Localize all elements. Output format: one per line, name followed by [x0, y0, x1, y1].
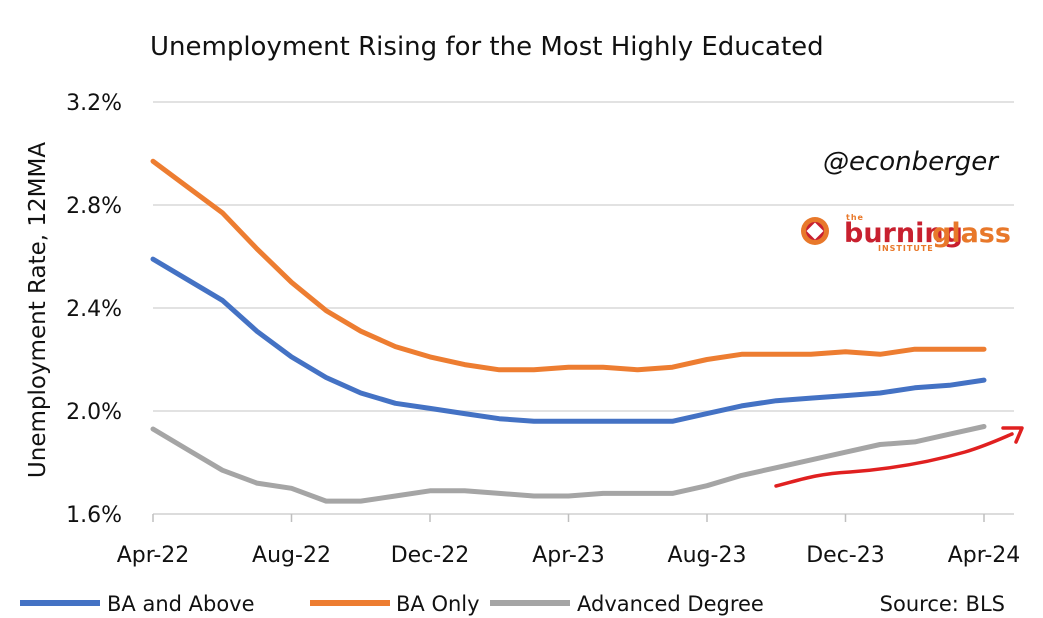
chart-title: Unemployment Rising for the Most Highly …: [150, 32, 824, 62]
series-line-ba-and-above: [150, 256, 987, 424]
logo-sun-icon: [801, 217, 829, 245]
y-tick-label: 2.0%: [66, 400, 122, 425]
source-note: Source: BLS: [880, 592, 1005, 616]
x-tick-label: Aug-23: [668, 543, 747, 568]
y-tick-label: 1.6%: [66, 503, 122, 528]
x-tick-label: Apr-23: [532, 543, 605, 568]
logo-word-1: burning: [844, 218, 963, 249]
x-tick-label: Dec-22: [391, 543, 470, 568]
x-tick-label: Aug-22: [252, 543, 331, 568]
legend: BA and Above BA Only Advanced Degree Sou…: [20, 592, 1005, 616]
legend-label: Advanced Degree: [577, 592, 764, 616]
y-tick-label: 2.8%: [66, 194, 122, 219]
x-tick-label: Dec-23: [806, 543, 885, 568]
legend-item-advanced-degree: Advanced Degree: [490, 592, 764, 616]
handle-annotation: @econberger: [823, 147, 1000, 177]
x-tick-label: Apr-24: [948, 543, 1021, 568]
y-tick-label: 3.2%: [66, 91, 122, 116]
logo-word-2: glass: [932, 218, 1011, 249]
series-line-advanced-degree: [150, 424, 987, 504]
logo-prefix: the: [846, 213, 864, 222]
series-lines: [150, 158, 987, 504]
legend-label: BA and Above: [107, 592, 255, 616]
y-axis-label: Unemployment Rate, 12MMA: [25, 142, 51, 478]
trend-arrow: [774, 426, 1024, 488]
burning-glass-logo: the burning glass INSTITUTE: [801, 213, 1011, 253]
legend-item-ba-and-above: BA and Above: [20, 592, 255, 616]
gridlines: [153, 101, 1014, 412]
x-axis-ticks: Apr-22 Aug-22 Dec-22 Apr-23 Aug-23 Dec-23 Apr-…: [117, 514, 1021, 568]
x-tick-label: Apr-22: [117, 543, 190, 568]
legend-label: BA Only: [396, 592, 480, 616]
y-tick-label: 2.4%: [66, 297, 122, 322]
series-line-ba-only: [150, 158, 987, 373]
legend-item-ba-only: BA Only: [310, 592, 480, 616]
logo-sub: INSTITUTE: [878, 244, 934, 253]
y-axis-ticks: 1.6% 2.0% 2.4% 2.8% 3.2%: [66, 91, 122, 528]
